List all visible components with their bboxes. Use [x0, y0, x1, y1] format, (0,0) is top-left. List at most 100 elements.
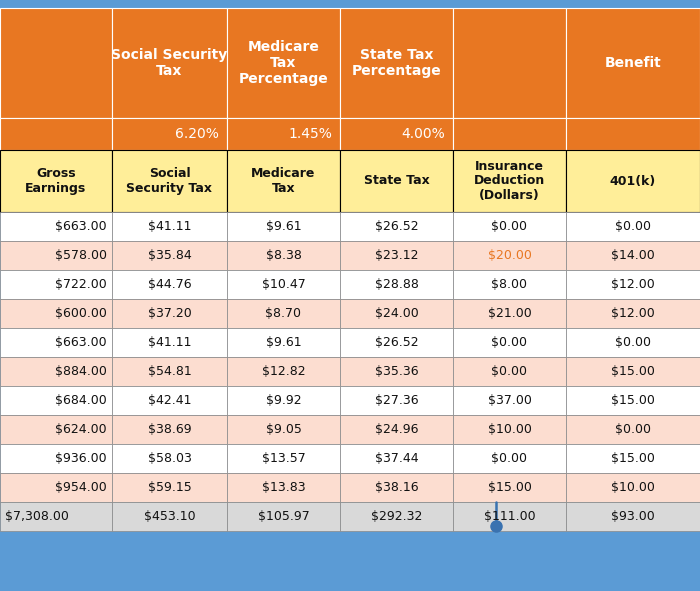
Bar — [566, 415, 700, 444]
Bar — [340, 150, 453, 212]
Text: $0.00: $0.00 — [615, 423, 651, 436]
Text: $7,308.00: $7,308.00 — [5, 510, 69, 523]
Bar — [112, 502, 227, 531]
Text: $26.52: $26.52 — [374, 336, 419, 349]
Bar — [112, 8, 227, 118]
Text: $14.00: $14.00 — [611, 249, 655, 262]
Text: $37.44: $37.44 — [374, 452, 419, 465]
Text: $12.00: $12.00 — [611, 278, 655, 291]
Text: State Tax: State Tax — [363, 174, 429, 187]
Text: $38.69: $38.69 — [148, 423, 191, 436]
Text: $8.38: $8.38 — [265, 249, 302, 262]
Bar — [0, 502, 112, 531]
Text: $0.00: $0.00 — [491, 220, 528, 233]
Bar — [566, 118, 700, 150]
Bar — [227, 8, 340, 118]
Text: $578.00: $578.00 — [55, 249, 107, 262]
Bar — [0, 415, 112, 444]
Bar — [112, 473, 227, 502]
Bar — [0, 241, 112, 270]
Bar — [0, 212, 112, 241]
Bar — [0, 386, 112, 415]
Text: $8.00: $8.00 — [491, 278, 528, 291]
Bar — [340, 270, 453, 299]
Bar — [566, 212, 700, 241]
Text: $10.00: $10.00 — [611, 481, 655, 494]
Text: $0.00: $0.00 — [491, 336, 528, 349]
Bar — [453, 502, 566, 531]
Bar — [227, 241, 340, 270]
Bar — [0, 328, 112, 357]
Bar — [566, 386, 700, 415]
Bar — [112, 357, 227, 386]
Bar — [227, 328, 340, 357]
Text: $21.00: $21.00 — [488, 307, 531, 320]
Bar — [566, 299, 700, 328]
Bar — [112, 212, 227, 241]
Text: $0.00: $0.00 — [491, 452, 528, 465]
Bar — [0, 118, 112, 150]
Text: $41.11: $41.11 — [148, 336, 191, 349]
Text: $9.61: $9.61 — [266, 336, 301, 349]
Bar — [227, 502, 340, 531]
Bar — [227, 415, 340, 444]
Bar — [227, 150, 340, 212]
Bar — [0, 8, 112, 118]
Bar — [340, 502, 453, 531]
Bar — [453, 473, 566, 502]
Bar — [566, 444, 700, 473]
Bar — [340, 299, 453, 328]
Text: $15.00: $15.00 — [611, 394, 655, 407]
Text: $600.00: $600.00 — [55, 307, 107, 320]
Bar — [227, 299, 340, 328]
Text: $936.00: $936.00 — [55, 452, 107, 465]
Text: $24.00: $24.00 — [374, 307, 419, 320]
Bar — [453, 357, 566, 386]
Bar — [112, 328, 227, 357]
Bar — [566, 328, 700, 357]
Text: $13.57: $13.57 — [262, 452, 305, 465]
Text: $59.15: $59.15 — [148, 481, 191, 494]
Bar — [566, 8, 700, 118]
Text: $38.16: $38.16 — [374, 481, 419, 494]
Bar — [340, 118, 453, 150]
Bar — [453, 150, 566, 212]
Bar — [112, 299, 227, 328]
Text: 6.20%: 6.20% — [175, 127, 219, 141]
Text: $0.00: $0.00 — [491, 365, 528, 378]
Text: $41.11: $41.11 — [148, 220, 191, 233]
Bar — [227, 212, 340, 241]
Bar — [340, 473, 453, 502]
Text: $111.00: $111.00 — [484, 510, 536, 523]
Bar — [566, 502, 700, 531]
Text: $684.00: $684.00 — [55, 394, 107, 407]
Bar — [566, 473, 700, 502]
Text: $35.84: $35.84 — [148, 249, 191, 262]
Bar — [227, 386, 340, 415]
Bar — [453, 118, 566, 150]
Bar — [566, 150, 700, 212]
Bar — [453, 299, 566, 328]
Text: $37.20: $37.20 — [148, 307, 191, 320]
Text: $20.00: $20.00 — [488, 249, 531, 262]
Bar — [566, 357, 700, 386]
Bar — [566, 270, 700, 299]
Text: $13.83: $13.83 — [262, 481, 305, 494]
Text: $15.00: $15.00 — [611, 452, 655, 465]
Text: $624.00: $624.00 — [55, 423, 107, 436]
Text: $37.00: $37.00 — [488, 394, 531, 407]
Bar — [0, 270, 112, 299]
Text: $93.00: $93.00 — [611, 510, 655, 523]
Bar — [0, 444, 112, 473]
Text: 4.00%: 4.00% — [401, 127, 445, 141]
Text: $35.36: $35.36 — [374, 365, 419, 378]
Text: $54.81: $54.81 — [148, 365, 191, 378]
Text: $28.88: $28.88 — [374, 278, 419, 291]
Text: $26.52: $26.52 — [374, 220, 419, 233]
Bar — [227, 473, 340, 502]
Text: $58.03: $58.03 — [148, 452, 191, 465]
Text: $0.00: $0.00 — [615, 336, 651, 349]
Bar — [340, 386, 453, 415]
Text: $42.41: $42.41 — [148, 394, 191, 407]
Text: $10.47: $10.47 — [262, 278, 305, 291]
